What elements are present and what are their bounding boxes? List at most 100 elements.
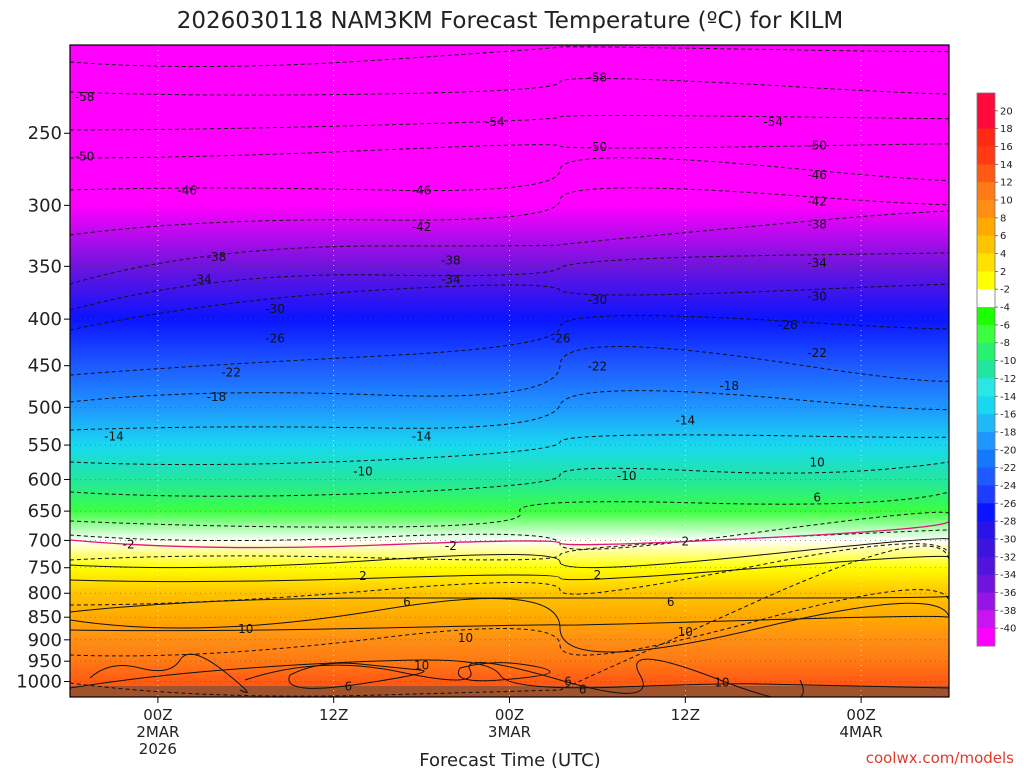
colorbar-label: -34 bbox=[1000, 570, 1016, 581]
contour-label: 10 bbox=[414, 658, 429, 672]
contour-label: -14 bbox=[675, 414, 695, 428]
contour-label-text: -22 bbox=[807, 346, 827, 360]
contour-label-text: -30 bbox=[588, 293, 608, 307]
contour-line bbox=[70, 390, 949, 431]
contour-line bbox=[70, 543, 949, 606]
colorbar-label: -32 bbox=[1000, 552, 1016, 563]
contour-line bbox=[288, 662, 425, 689]
contour-label-text: 6 bbox=[564, 674, 572, 688]
contour-line bbox=[70, 595, 949, 613]
y-tick-label: 350 bbox=[28, 256, 62, 277]
contour-label: -22 bbox=[807, 346, 827, 360]
colorbar-swatch bbox=[977, 235, 995, 255]
contour-label: -2 bbox=[445, 539, 457, 553]
contour-label-text: -42 bbox=[807, 194, 827, 208]
y-tick-label: 500 bbox=[28, 397, 62, 418]
contour-label: 2 bbox=[594, 568, 602, 582]
colorbar-swatch bbox=[977, 253, 995, 272]
colorbar-swatch bbox=[977, 342, 995, 362]
contour-label: 6 bbox=[345, 680, 353, 694]
colorbar-label: 18 bbox=[1000, 124, 1013, 135]
contour-label: -2 bbox=[123, 537, 135, 551]
colorbar-label: -8 bbox=[1000, 338, 1010, 349]
x-tick-label: 12Z bbox=[671, 706, 700, 724]
contour-label: 10 bbox=[810, 456, 825, 470]
contour-line bbox=[70, 461, 949, 497]
contour-label-text: -2 bbox=[123, 537, 135, 551]
colorbar-label: 14 bbox=[1000, 160, 1013, 171]
contour-labels: -58-58-54-54 -54-50-50 -50-46 -46-46-42 -42-… bbox=[75, 70, 827, 696]
colorbar-label: -36 bbox=[1000, 588, 1016, 599]
y-tick-label: 800 bbox=[28, 583, 62, 604]
contour-label-text: -22 bbox=[221, 366, 241, 380]
contour-label-text: -58 bbox=[75, 90, 95, 104]
contour-label: -58 bbox=[75, 90, 95, 104]
colorbar: 20 18 16 14 12 10 8 6 4 2 -2 -4 -6 -8 -10 -12 -14 -16 -18 -… bbox=[976, 92, 1016, 647]
contour-label-text: -58 bbox=[588, 70, 608, 84]
contour-line bbox=[70, 187, 949, 236]
contour-label-text: -22 bbox=[588, 360, 608, 374]
contour-label-text: 2 bbox=[681, 535, 689, 549]
contour-label: 10 bbox=[458, 631, 473, 645]
colorbar-label: -40 bbox=[1000, 624, 1016, 635]
colorbar-swatch bbox=[977, 182, 995, 201]
colorbar-label: 8 bbox=[1000, 213, 1006, 224]
colorbar-swatch bbox=[977, 449, 995, 469]
contour-label: -22 bbox=[588, 360, 608, 374]
contour-label: -38 bbox=[441, 254, 461, 268]
y-tick-label: 400 bbox=[28, 309, 62, 330]
contour-label-text: -14 bbox=[412, 429, 432, 443]
contour-label: -30 bbox=[807, 290, 827, 304]
contour-label-text: -54 bbox=[485, 115, 505, 129]
contour-label-text: 10 bbox=[238, 622, 253, 636]
contour-label-text: -46 bbox=[412, 184, 432, 198]
y-tick-label: 550 bbox=[28, 435, 62, 456]
y-tick-label: 250 bbox=[28, 123, 62, 144]
colorbar-label: 12 bbox=[1000, 178, 1013, 189]
colorbar-label: -30 bbox=[1000, 534, 1016, 545]
x-tick-label: 4MAR bbox=[840, 723, 883, 741]
colorbar-swatch bbox=[977, 164, 995, 183]
contour-label: 10 bbox=[678, 625, 693, 639]
contour-label: 10 bbox=[238, 622, 253, 636]
contour-label: -42 bbox=[412, 220, 432, 234]
contour-label-text: -46 bbox=[807, 168, 827, 182]
contour-label: -50 bbox=[75, 149, 95, 163]
y-tick-label: 300 bbox=[28, 195, 62, 216]
contour-label-text: -10 bbox=[617, 469, 637, 483]
contour-line bbox=[70, 143, 949, 159]
contour-label-text: 10 bbox=[714, 676, 729, 690]
contour-label: -26 bbox=[778, 318, 798, 332]
contour-label-text: -18 bbox=[207, 390, 227, 404]
colorbar-label: -16 bbox=[1000, 410, 1016, 421]
contour-line bbox=[70, 555, 949, 583]
contour-label-text: -50 bbox=[588, 140, 608, 154]
colorbar-label: 2 bbox=[1000, 267, 1006, 278]
contour-label: 2 bbox=[359, 569, 367, 583]
colorbar-swatch bbox=[977, 307, 995, 326]
contour-label: -22 bbox=[221, 366, 241, 380]
contour-label: -34 bbox=[441, 273, 461, 287]
contour-label-text: -10 bbox=[353, 464, 373, 478]
colorbar-swatch bbox=[977, 378, 995, 397]
contour-label: -14 bbox=[412, 429, 432, 443]
x-tick-label: 2026 bbox=[139, 740, 177, 758]
contour-label-text: -14 bbox=[675, 414, 695, 428]
contour-label: 2 bbox=[681, 535, 689, 549]
contour-label: -26 bbox=[551, 331, 571, 345]
colorbar-swatch bbox=[977, 414, 995, 433]
contour-label: -18 bbox=[207, 390, 227, 404]
contour-line bbox=[70, 529, 949, 561]
contour-line bbox=[70, 210, 949, 285]
colorbar-swatch bbox=[977, 431, 995, 451]
colorbar-label: -14 bbox=[1000, 392, 1016, 403]
colorbar-label: -20 bbox=[1000, 445, 1016, 456]
colorbar-label: -28 bbox=[1000, 517, 1016, 528]
contour-label-text: -26 bbox=[778, 318, 798, 332]
gridlines bbox=[70, 45, 949, 697]
contour-line bbox=[70, 115, 949, 131]
contour-line bbox=[70, 283, 949, 331]
contour-label-text: -46 bbox=[177, 184, 197, 198]
contour-label-text: -42 bbox=[412, 220, 432, 234]
